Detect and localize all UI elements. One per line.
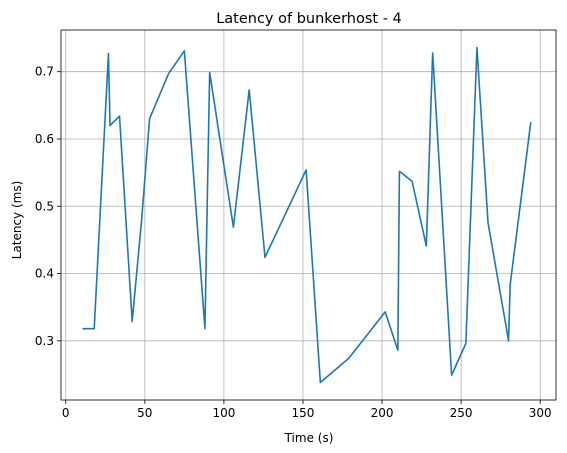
x-tick-label: 250	[450, 406, 473, 420]
grid	[61, 30, 556, 400]
y-tick-label: 0.7	[35, 65, 54, 79]
x-axis-label: Time (s)	[284, 431, 334, 445]
x-tick-label: 100	[212, 406, 235, 420]
axis-ticks: 0 50 100 150 200 250 300 0.3 0.4 0.5 0.6 0.7	[35, 65, 552, 420]
series-line	[82, 46, 532, 384]
y-tick-label: 0.4	[35, 267, 54, 281]
chart-title: Latency of bunkerhost - 4	[216, 11, 402, 27]
x-tick-label: 0	[62, 406, 70, 420]
y-tick-label: 0.3	[35, 334, 54, 348]
x-tick-label: 150	[292, 406, 315, 420]
x-tick-label: 50	[137, 406, 152, 420]
y-tick-label: 0.5	[35, 199, 54, 213]
plot-frame	[60, 29, 557, 401]
x-tick-label: 200	[371, 406, 394, 420]
series-layer	[82, 46, 532, 384]
y-axis-label: Latency (ms)	[10, 181, 24, 260]
x-tick-label: 300	[529, 406, 552, 420]
y-tick-label: 0.6	[35, 132, 54, 146]
